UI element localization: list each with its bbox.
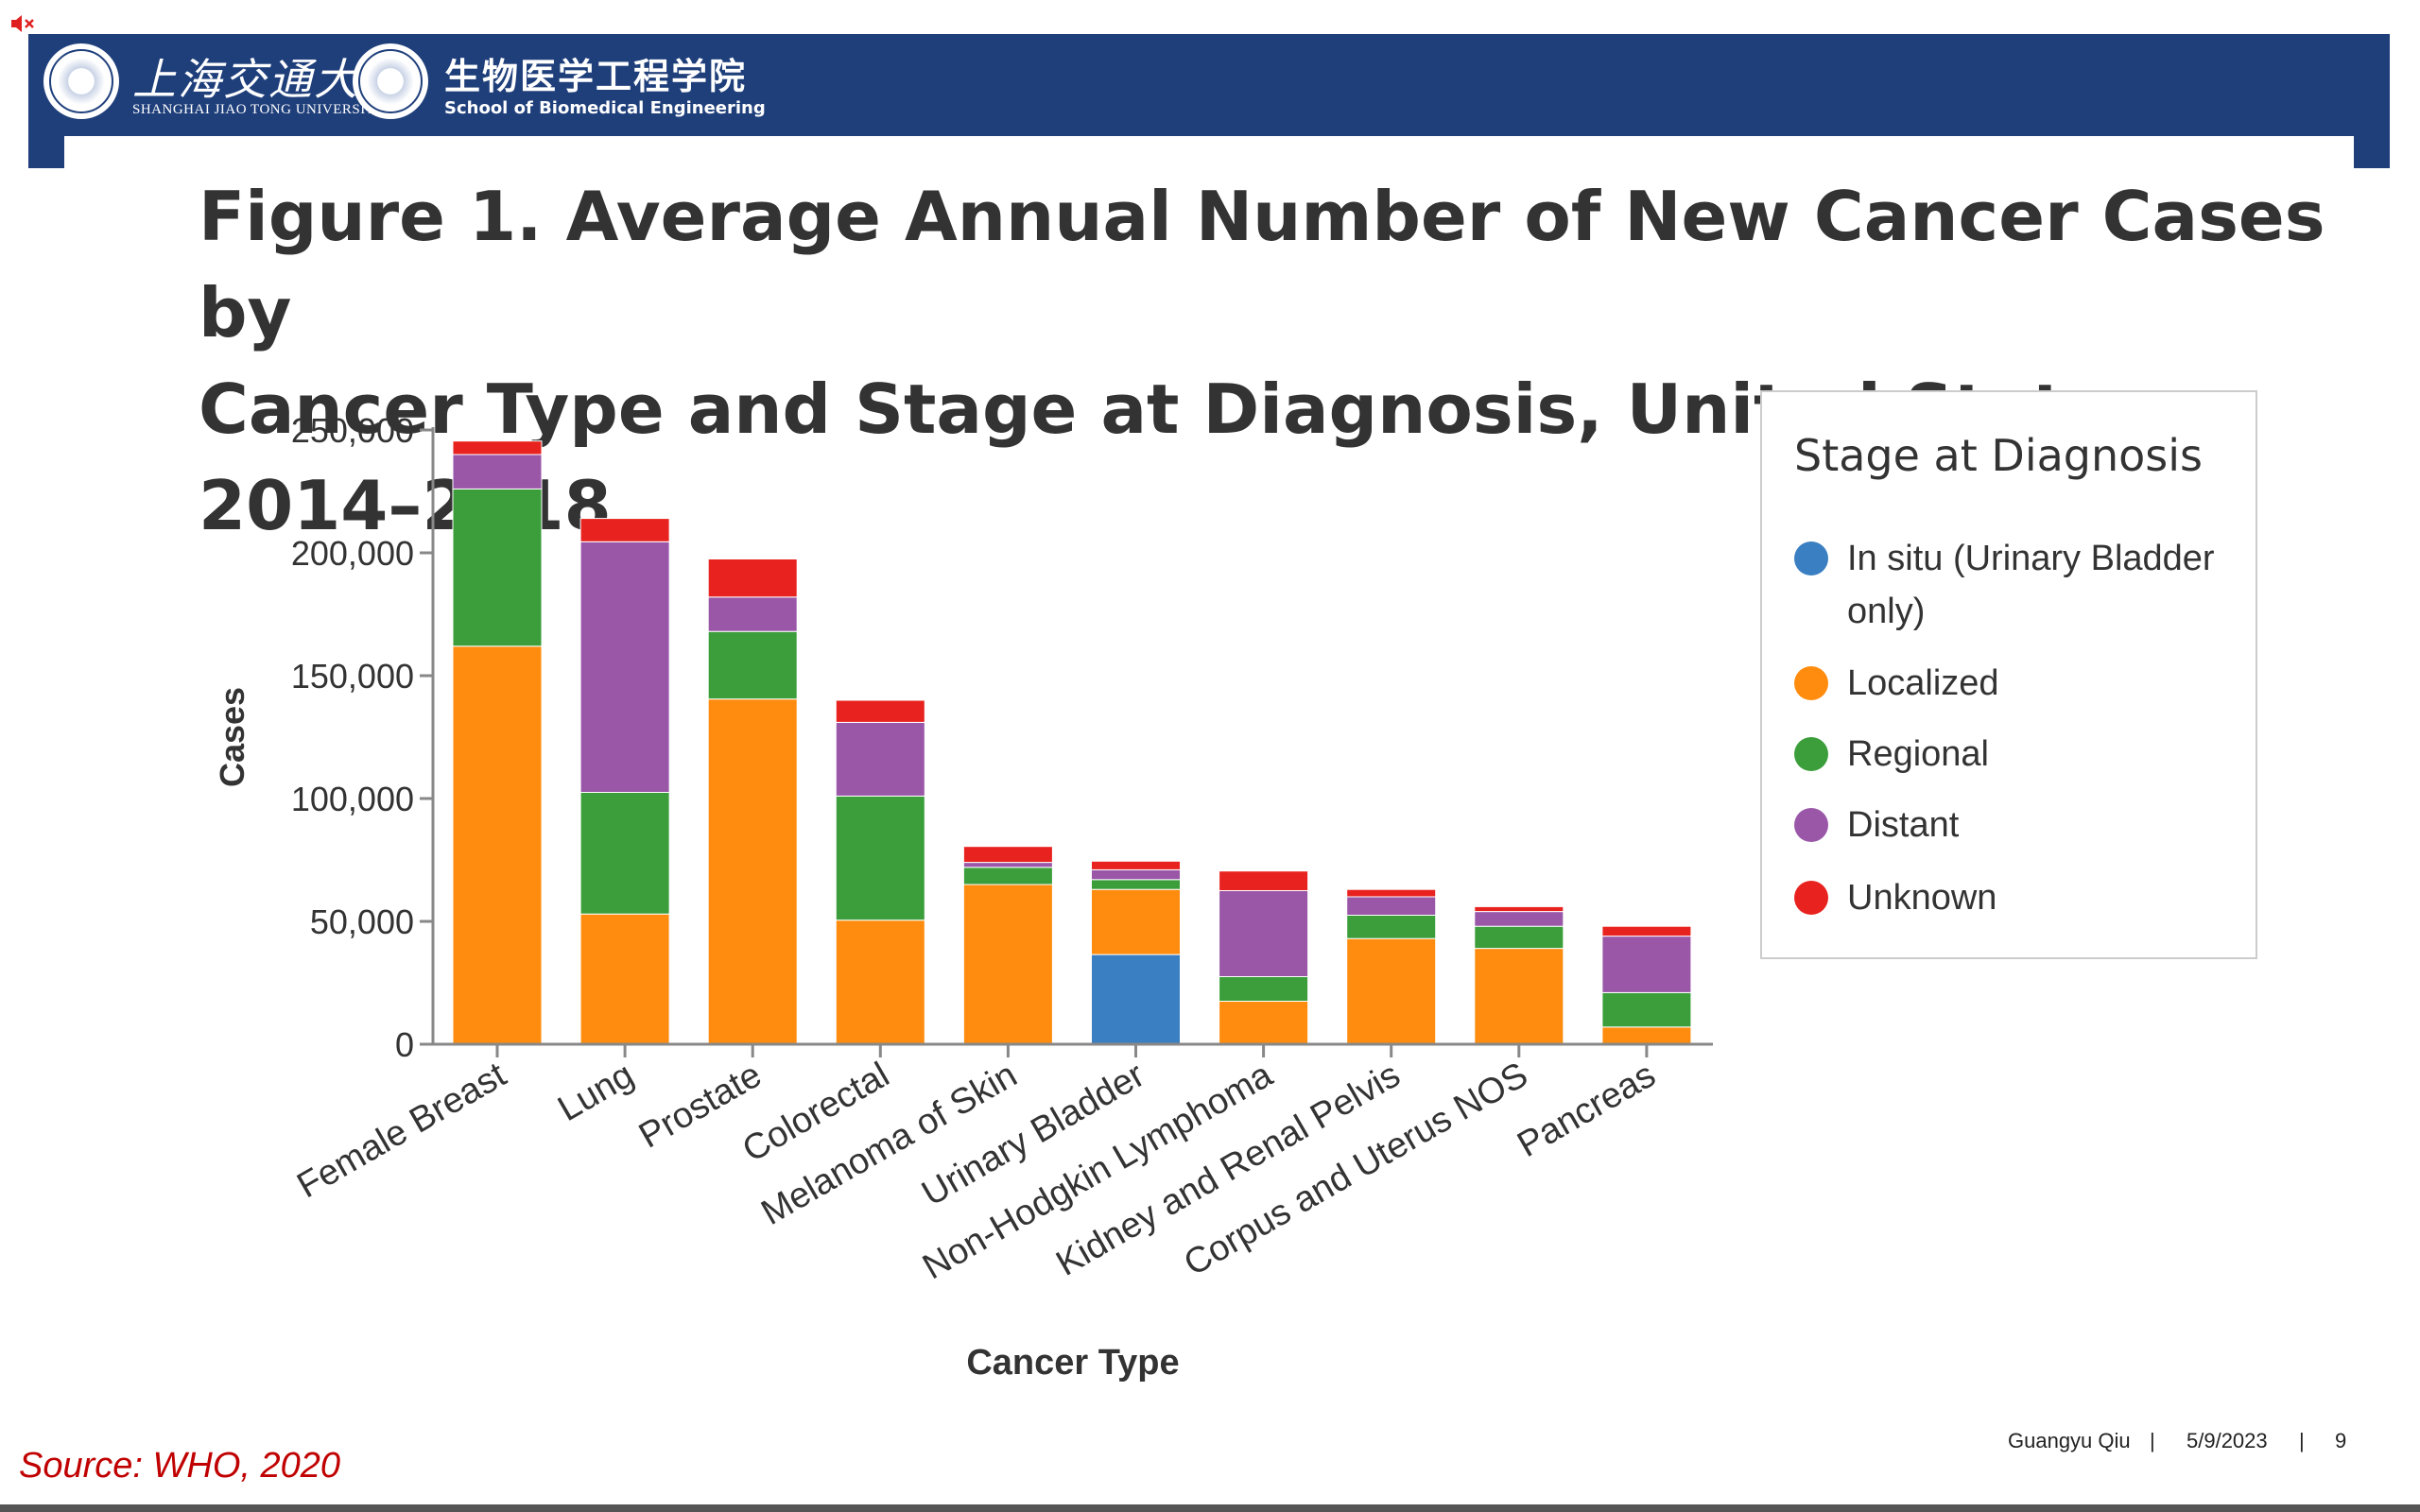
legend-swatch: [1794, 666, 1828, 700]
bar-segment: [579, 541, 670, 793]
bar-segment: [1091, 860, 1181, 870]
bar-segment: [1346, 896, 1437, 916]
bar-segment: [1346, 915, 1437, 939]
bottom-rule: [0, 1504, 2420, 1512]
footer-date: 5/9/2023: [2187, 1429, 2268, 1452]
bar-segment: [962, 846, 1053, 864]
legend-item-in-situ: In situ (Urinary Bladder only): [1794, 532, 2238, 638]
bar-segment: [452, 454, 543, 490]
legend: Stage at Diagnosis In situ (Urinary Blad…: [1760, 390, 2257, 959]
bar-segment: [707, 558, 798, 598]
bar-segment: [707, 630, 798, 700]
bar-segment: [1474, 948, 1564, 1045]
bar-segment: [1346, 937, 1437, 1045]
bme-seal-icon: [353, 43, 428, 119]
bar-segment: [452, 488, 543, 647]
bar-segment: [1474, 925, 1564, 950]
legend-swatch: [1794, 541, 1828, 576]
y-tick-label: 250,000: [291, 411, 414, 450]
sjtu-seal-icon: [43, 43, 119, 119]
footer-page-number: 9: [2335, 1429, 2347, 1452]
bar-segment: [962, 867, 1053, 885]
banner-tab-right: [2354, 136, 2390, 168]
bar-segment: [962, 862, 1053, 868]
bar-segment: [1091, 879, 1181, 890]
legend-label: Localized: [1847, 663, 1999, 703]
bar-segment: [962, 884, 1053, 1045]
y-axis-label: Cases: [213, 687, 251, 787]
bar-segment: [579, 913, 670, 1045]
legend-item-regional: Regional: [1794, 728, 2238, 781]
bar-segment: [835, 721, 925, 797]
bars: [452, 440, 1692, 1045]
x-axis-label: Cancer Type: [966, 1343, 1179, 1383]
bar-segment: [579, 518, 670, 542]
y-tick-label: 0: [395, 1025, 414, 1064]
bar-segment: [1346, 888, 1437, 898]
bar-segment: [707, 698, 798, 1045]
bar-segment: [452, 645, 543, 1045]
bar-segment: [1601, 936, 1692, 993]
x-tick-label: Pancreas: [1511, 1055, 1662, 1165]
bar-segment: [1219, 976, 1309, 1002]
x-tick-label: Female Breast: [291, 1055, 513, 1206]
legend-label: Distant: [1847, 805, 1960, 845]
legend-swatch: [1794, 808, 1828, 842]
x-axis: Female Breast LungProstateColorectalMelan…: [291, 1044, 1662, 1287]
y-axis: 0 50,000 100,000 150,000 200,000 250,000: [291, 411, 433, 1064]
bar-segment: [1219, 890, 1309, 977]
bar-segment: [1219, 1001, 1309, 1045]
bar-segment: [1219, 870, 1309, 892]
bar-segment: [1091, 888, 1181, 955]
bar-segment: [1474, 911, 1564, 927]
legend-swatch: [1794, 881, 1828, 915]
bar-segment: [1474, 905, 1564, 913]
footer-separator: |: [2150, 1429, 2155, 1452]
y-tick-label: 50,000: [310, 902, 414, 941]
bar-segment: [1601, 925, 1692, 937]
legend-label: In situ (Urinary Bladder only): [1847, 539, 2215, 631]
legend-item-localized: Localized: [1794, 657, 2238, 710]
school-name-cn: 生物医学工程学院: [444, 56, 748, 97]
legend-item-distant: Distant: [1794, 799, 2238, 851]
bar-segment: [1091, 954, 1181, 1045]
y-tick-label: 100,000: [291, 780, 414, 818]
legend-label: Unknown: [1847, 878, 1997, 918]
y-tick-label: 200,000: [291, 534, 414, 573]
x-tick-label: Lung: [551, 1055, 640, 1129]
figure-title-line1: Figure 1. Average Annual Number of New C…: [199, 177, 2325, 352]
source-note: Source: WHO, 2020: [19, 1446, 341, 1486]
banner-tab-left: [28, 136, 64, 168]
legend-title: Stage at Diagnosis: [1794, 430, 2203, 481]
footer-author: Guangyu Qiu: [2008, 1429, 2131, 1452]
bar-segment: [835, 795, 925, 921]
university-name-en: SHANGHAI JIAO TONG UNIVERSITY: [132, 102, 386, 117]
bar-segment: [579, 792, 670, 915]
legend-swatch: [1794, 737, 1828, 771]
y-tick-label: 150,000: [291, 657, 414, 696]
bar-segment: [1601, 991, 1692, 1028]
bar-segment: [835, 919, 925, 1045]
bar-segment: [835, 699, 925, 723]
speaker-muted-icon[interactable]: [9, 13, 38, 34]
bar-segment: [1091, 868, 1181, 881]
legend-label: Regional: [1847, 734, 1989, 774]
bar-segment: [1601, 1026, 1692, 1045]
footer-separator: |: [2299, 1429, 2305, 1452]
bar-segment: [452, 440, 543, 455]
legend-item-unknown: Unknown: [1794, 871, 2238, 924]
school-name-en: School of Biomedical Engineering: [444, 98, 766, 118]
bar-segment: [707, 596, 798, 632]
